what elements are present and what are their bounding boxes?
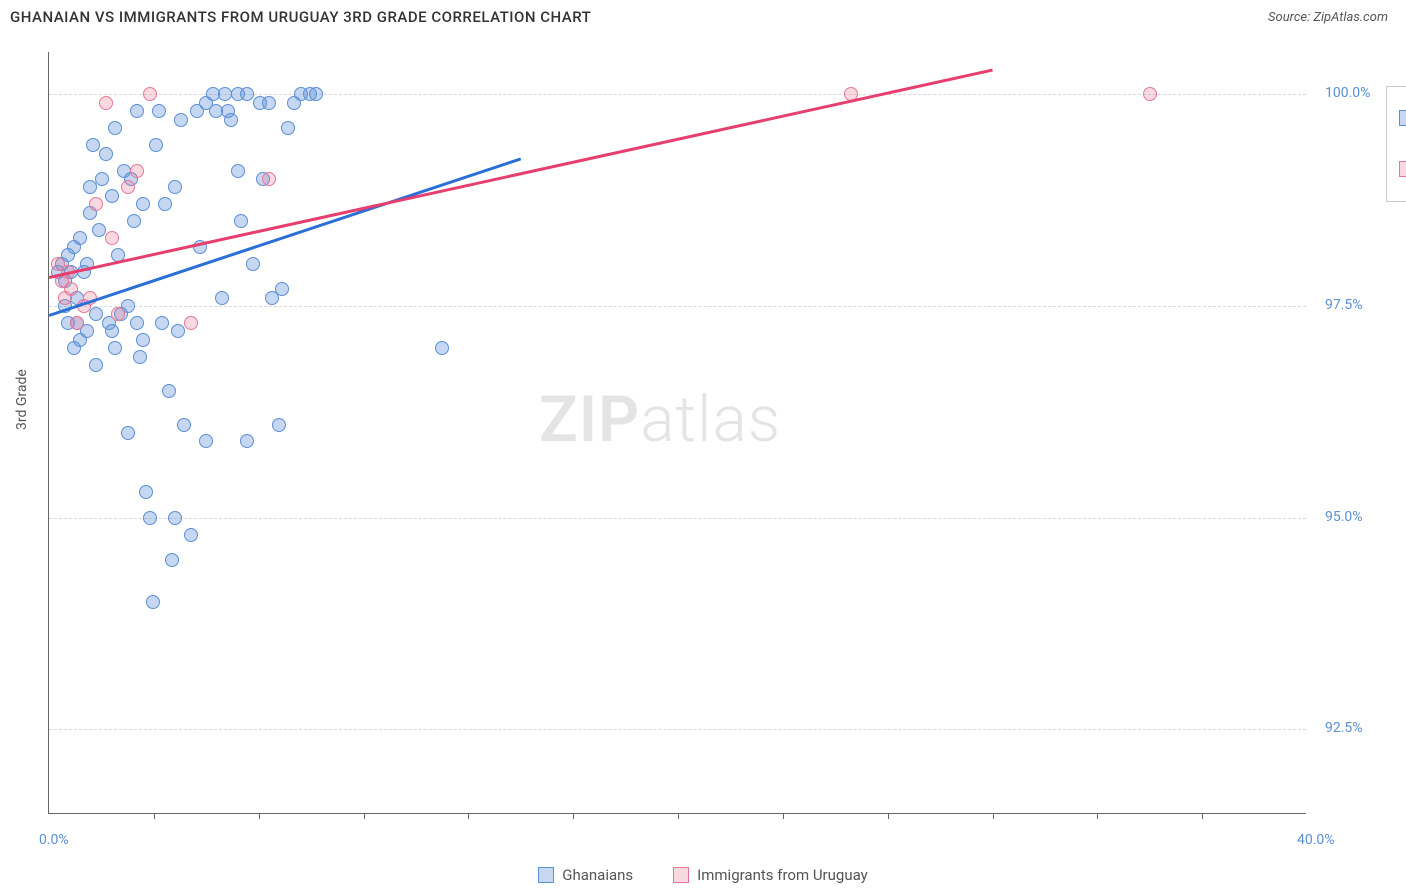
data-point	[231, 164, 245, 178]
data-point	[73, 231, 87, 245]
data-point	[99, 147, 113, 161]
data-point	[89, 358, 103, 372]
data-point	[246, 257, 260, 271]
data-point	[99, 96, 113, 110]
data-point	[108, 341, 122, 355]
legend-swatch	[538, 867, 554, 883]
data-point	[136, 197, 150, 211]
data-point	[184, 316, 198, 330]
source-attribution: Source: ZipAtlas.com	[1268, 10, 1388, 25]
data-point	[136, 333, 150, 347]
x-tick	[364, 813, 365, 819]
chart-legend: Ghanaians Immigrants from Uruguay	[0, 866, 1406, 884]
x-tick	[259, 813, 260, 819]
data-point	[1143, 87, 1157, 101]
data-point	[121, 426, 135, 440]
legend-item: Immigrants from Uruguay	[673, 866, 868, 884]
x-tick	[888, 813, 889, 819]
x-tick	[783, 813, 784, 819]
gridline	[49, 518, 1306, 519]
data-point	[105, 189, 119, 203]
y-axis-title: 3rd Grade	[14, 369, 30, 430]
y-tick-label: 95.0%	[1325, 509, 1363, 525]
data-point	[105, 231, 119, 245]
data-point	[262, 96, 276, 110]
data-point	[262, 172, 276, 186]
x-tick	[993, 813, 994, 819]
data-point	[174, 113, 188, 127]
data-point	[64, 282, 78, 296]
data-point	[89, 307, 103, 321]
legend-swatch	[1399, 161, 1406, 177]
legend-swatch	[673, 867, 689, 883]
gridline	[49, 729, 1306, 730]
data-point	[86, 138, 100, 152]
data-point	[240, 87, 254, 101]
data-point	[139, 485, 153, 499]
data-point	[155, 316, 169, 330]
data-point	[171, 324, 185, 338]
trend-line	[49, 69, 993, 279]
x-tick	[1202, 813, 1203, 819]
data-point	[130, 164, 144, 178]
data-point	[152, 104, 166, 118]
data-point	[111, 307, 125, 321]
gridline	[49, 306, 1306, 307]
data-point	[83, 180, 97, 194]
data-point	[158, 197, 172, 211]
data-point	[168, 180, 182, 194]
x-tick	[573, 813, 574, 819]
data-point	[130, 104, 144, 118]
data-point	[162, 384, 176, 398]
data-point	[272, 418, 286, 432]
data-point	[168, 511, 182, 525]
data-point	[224, 113, 238, 127]
y-tick-label: 97.5%	[1325, 297, 1363, 313]
stats-row: R =0.195 N =84	[1399, 93, 1406, 144]
chart-title: GHANAIAN VS IMMIGRANTS FROM URUGUAY 3RD …	[10, 8, 591, 26]
data-point	[240, 434, 254, 448]
x-tick	[1097, 813, 1098, 819]
data-point	[143, 87, 157, 101]
data-point	[177, 418, 191, 432]
data-point	[435, 341, 449, 355]
data-point	[234, 214, 248, 228]
x-tick	[678, 813, 679, 819]
data-point	[281, 121, 295, 135]
y-tick-label: 100.0%	[1325, 85, 1370, 101]
data-point	[105, 324, 119, 338]
data-point	[149, 138, 163, 152]
data-point	[275, 282, 289, 296]
data-point	[108, 121, 122, 135]
x-tick	[468, 813, 469, 819]
y-tick-label: 92.5%	[1325, 720, 1363, 736]
data-point	[130, 316, 144, 330]
data-point	[89, 197, 103, 211]
watermark: ZIPatlas	[539, 382, 781, 457]
data-point	[92, 223, 106, 237]
x-tick-label: 0.0%	[39, 832, 69, 848]
x-tick	[154, 813, 155, 819]
data-point	[121, 180, 135, 194]
data-point	[70, 316, 84, 330]
legend-item: Ghanaians	[538, 866, 633, 884]
data-point	[184, 528, 198, 542]
x-tick-label: 40.0%	[1297, 832, 1335, 848]
scatter-chart: ZIPatlas 92.5%95.0%97.5%100.0%0.0%40.0%R…	[48, 52, 1306, 814]
data-point	[215, 291, 229, 305]
data-point	[127, 214, 141, 228]
stats-row: R =0.557 N =18	[1399, 144, 1406, 195]
data-point	[199, 434, 213, 448]
data-point	[133, 350, 147, 364]
legend-swatch	[1399, 110, 1406, 126]
correlation-stats-box: R =0.195 N =84R =0.557 N =18	[1386, 86, 1406, 202]
data-point	[165, 553, 179, 567]
data-point	[309, 87, 323, 101]
legend-label: Ghanaians	[562, 866, 633, 884]
data-point	[143, 511, 157, 525]
data-point	[95, 172, 109, 186]
data-point	[146, 595, 160, 609]
legend-label: Immigrants from Uruguay	[697, 866, 868, 884]
